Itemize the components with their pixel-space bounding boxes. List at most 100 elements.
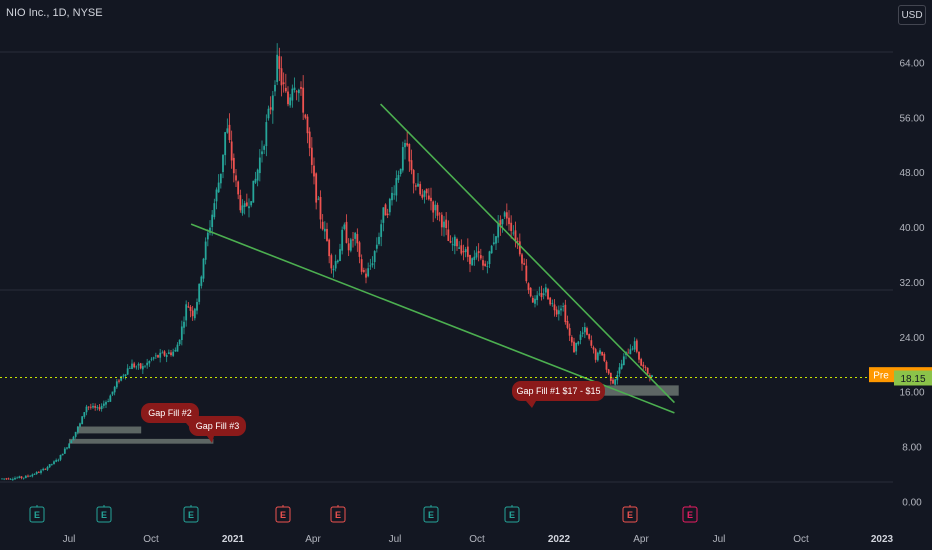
candle-body bbox=[540, 292, 543, 298]
candle bbox=[360, 254, 363, 275]
candle bbox=[412, 168, 415, 194]
earnings-marker[interactable]: E bbox=[96, 505, 112, 523]
candle bbox=[612, 377, 614, 385]
candle bbox=[568, 323, 571, 341]
candle bbox=[76, 426, 79, 435]
candle bbox=[176, 342, 179, 352]
candle bbox=[367, 262, 370, 278]
candle-body bbox=[159, 352, 162, 358]
candle-body bbox=[365, 273, 367, 278]
earnings-marker[interactable]: E bbox=[504, 505, 520, 523]
earnings-marker[interactable]: E bbox=[330, 505, 346, 523]
candle-body bbox=[9, 478, 12, 480]
candle bbox=[486, 261, 489, 274]
candle-body bbox=[395, 178, 398, 196]
candle-body bbox=[544, 287, 547, 293]
candle bbox=[191, 305, 194, 321]
earnings-letter: E bbox=[509, 510, 515, 520]
upper-trendline[interactable] bbox=[380, 103, 675, 404]
candle-body bbox=[161, 352, 164, 354]
candle-body bbox=[148, 360, 151, 364]
candle bbox=[211, 210, 214, 236]
candle bbox=[397, 170, 400, 183]
price-axis[interactable]: 64.00 56.00 48.00 40.00 32.00 24.00 16.00 8.00 0… bbox=[899, 58, 924, 508]
gap-zones bbox=[69, 385, 679, 444]
candle bbox=[178, 339, 181, 346]
x-tick-label: 2023 bbox=[871, 534, 894, 545]
earnings-marker[interactable]: E bbox=[183, 505, 199, 523]
candle bbox=[477, 243, 480, 262]
candle-body bbox=[464, 249, 467, 253]
candle bbox=[510, 215, 513, 239]
candle bbox=[263, 144, 266, 155]
earnings-marker[interactable]: E bbox=[682, 505, 698, 523]
candle bbox=[269, 96, 272, 115]
annotations[interactable]: Gap Fill #2 Gap Fill #3 Gap Fill #1 $17 - … bbox=[141, 381, 605, 443]
candle bbox=[328, 238, 331, 264]
candle-body bbox=[94, 405, 97, 408]
candle bbox=[492, 233, 495, 246]
candle-body bbox=[343, 224, 346, 229]
candle-body bbox=[102, 403, 105, 406]
candle-body bbox=[566, 320, 569, 328]
candle-body bbox=[564, 304, 567, 323]
candle-body bbox=[313, 165, 315, 177]
callout-tail bbox=[207, 436, 214, 443]
earnings-marker[interactable]: E bbox=[423, 505, 439, 523]
candle bbox=[551, 299, 554, 307]
candle-body bbox=[1, 478, 3, 480]
candle bbox=[594, 347, 597, 363]
candle bbox=[588, 333, 591, 341]
callout-text: Gap Fill #1 $17 - $15 bbox=[516, 386, 600, 396]
candle bbox=[57, 458, 60, 462]
candle bbox=[284, 73, 287, 93]
earnings-marker[interactable]: E bbox=[275, 505, 291, 523]
candle bbox=[5, 477, 8, 480]
candle bbox=[330, 253, 333, 274]
candle bbox=[18, 475, 21, 479]
candle-body bbox=[469, 255, 471, 265]
candle-body bbox=[401, 147, 404, 171]
gap-fill-1-label[interactable]: Gap Fill #1 $17 - $15 bbox=[512, 381, 605, 408]
candle-body bbox=[92, 405, 94, 408]
time-axis[interactable]: Jul Oct 2021 Apr Jul Oct 2022 Apr Jul Oct 2023 bbox=[63, 534, 894, 545]
candle-body bbox=[562, 305, 565, 307]
candle bbox=[640, 357, 643, 366]
candle bbox=[196, 298, 198, 315]
candle bbox=[59, 454, 62, 462]
gap-fill-3-label[interactable]: Gap Fill #3 bbox=[189, 416, 246, 443]
candle-body bbox=[356, 234, 359, 244]
candle bbox=[542, 288, 545, 300]
candle bbox=[22, 477, 25, 480]
candle-body bbox=[7, 478, 10, 480]
candle bbox=[583, 322, 586, 339]
earnings-marker[interactable]: E bbox=[29, 505, 45, 523]
trendlines[interactable] bbox=[190, 103, 675, 414]
candle bbox=[144, 365, 146, 368]
earnings-letter: E bbox=[34, 510, 40, 520]
gap-zone-3 bbox=[69, 438, 214, 444]
candle bbox=[534, 295, 536, 308]
candle-body bbox=[81, 416, 84, 425]
candle-body bbox=[170, 352, 172, 356]
earnings-marker[interactable]: E bbox=[622, 505, 638, 523]
candle-body bbox=[397, 174, 400, 180]
candle bbox=[586, 326, 588, 336]
candle bbox=[228, 113, 231, 143]
candle-body bbox=[612, 379, 614, 384]
candle-body bbox=[271, 95, 274, 111]
candle bbox=[68, 443, 71, 449]
candle bbox=[399, 168, 402, 177]
candle bbox=[293, 77, 296, 93]
earnings-letter: E bbox=[428, 510, 434, 520]
callout-text: Gap Fill #2 bbox=[148, 408, 192, 418]
currency-button[interactable]: USD bbox=[898, 5, 926, 25]
candle-body bbox=[495, 236, 497, 244]
candle-body bbox=[146, 362, 149, 366]
candle bbox=[252, 180, 255, 203]
candle-body bbox=[185, 304, 188, 321]
candle bbox=[146, 358, 149, 369]
candle-body bbox=[37, 472, 40, 474]
